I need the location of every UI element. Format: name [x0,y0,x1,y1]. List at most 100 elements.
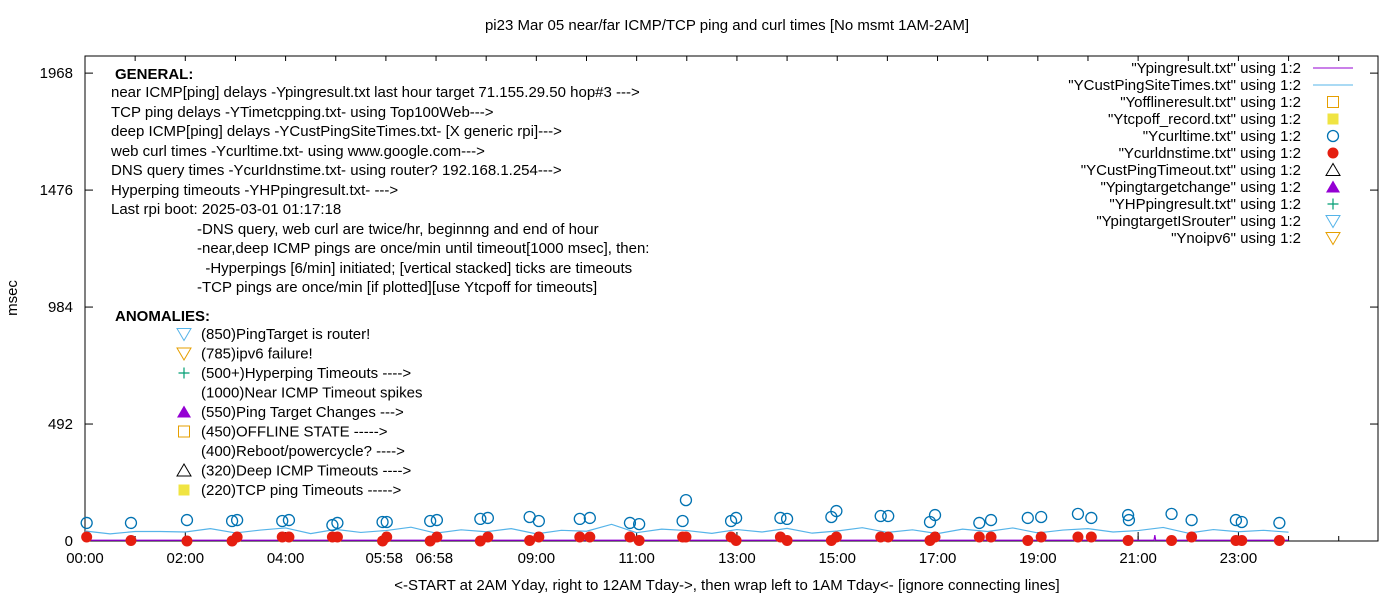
x-tick-label: 04:00 [267,550,305,567]
data-point [882,509,895,523]
data-point [474,512,487,526]
legend-open-triangle-icon [1325,162,1341,176]
data-point [984,513,998,527]
open-triangle-down-icon [176,347,192,361]
legend-label: "YHPpingresult.txt" using 1:2 [1109,196,1301,213]
anomaly-label: (850)PingTarget is router! [201,326,370,343]
data-point [181,535,193,547]
open-square-icon [178,425,190,438]
y-tick-label: 1968 [40,65,73,82]
data-point [124,516,138,530]
x-tick-label: 23:00 [1220,550,1258,567]
legend-label: "YpingtargetISrouter" using 1:2 [1096,213,1301,230]
data-point [1273,535,1285,547]
series-layer [80,493,1289,547]
x-tick-label: 21:00 [1119,550,1157,567]
x-tick-label: 13:00 [718,550,756,567]
series-line [84,523,1289,535]
data-point [1085,511,1098,525]
data-point [973,531,985,543]
legend-plus-icon [1327,198,1339,210]
open-triangle-down-icon [176,328,192,342]
data-point [928,508,942,522]
anomaly-label: (550)Ping Target Changes ---> [201,404,404,421]
legend-label: "YCustPingSiteTimes.txt" using 1:2 [1068,77,1301,94]
legend-open-triangle-down-icon [1325,215,1341,229]
x-tick-label: 06:58 [416,550,454,567]
data-point [729,511,743,525]
data-point [1166,535,1178,547]
general-line: DNS query times -YcurIdnstime.txt- using… [111,162,562,179]
data-point [125,535,137,547]
data-point [424,514,437,528]
data-point [623,516,637,530]
general-line: deep ICMP[ping] delays -YCustPingSiteTim… [111,123,562,140]
legend-label: "Yofflineresult.txt" using 1:2 [1120,94,1301,111]
general-heading: GENERAL: [115,66,193,83]
data-point [230,513,244,527]
data-point [1022,535,1034,547]
anomaly-label: (220)TCP ping Timeouts -----> [201,482,401,499]
anomaly-label: (500+)Hyperping Timeouts ----> [201,365,411,382]
general-line: Last rpi boot: 2025-03-01 01:17:18 [111,201,341,218]
data-point [633,535,645,547]
data-point [331,516,344,530]
data-point [573,512,586,526]
x-tick-label: 05:58 [365,550,403,567]
data-point [973,516,986,530]
data-point [1085,531,1097,543]
axes: 0 492 984 1476 1968 00:00 02:00 04:00 05:58 06:58… [40,56,1378,567]
anomaly-label: (1000)Near ICMP Timeout spikes [201,385,422,402]
data-point [1165,507,1178,521]
general-note: -DNS query, web curl are twice/hr, begin… [197,221,599,238]
anomaly-label: (400)Reboot/powercycle? ----> [201,443,405,460]
plus-icon [178,367,190,379]
general-line: TCP ping delays -YTimetcpping.txt- using… [111,104,494,121]
y-tick-label: 984 [48,299,73,316]
data-point [1185,513,1198,527]
general-note: -TCP pings are once/min [if plotted][use… [197,279,597,296]
data-point [1122,535,1134,547]
data-point [583,511,596,525]
filled-square-icon [178,484,190,496]
data-point [676,514,689,528]
y-tick-label: 0 [65,533,73,550]
data-point [679,493,693,507]
anomalies-annotation: ANOMALIES: (850)PingTarget is router! (78… [115,308,422,499]
anomaly-label: (785)ipv6 failure! [201,346,313,363]
data-point [376,515,389,529]
data-point [1122,513,1136,527]
data-point [532,514,545,528]
legend: "Ypingresult.txt" using 1:2"YCustPingSit… [1068,60,1353,247]
legend-label: "Ycurltime.txt" using 1:2 [1143,128,1301,145]
chart-title: pi23 Mar 05 near/far ICMP/TCP ping and c… [485,17,969,34]
y-axis-label: msec [4,280,21,316]
data-point [830,531,842,543]
data-point [225,514,239,528]
data-point [1236,535,1248,547]
data-point [730,535,742,547]
anomalies-heading: ANOMALIES: [115,308,210,325]
data-point [1071,507,1085,521]
data-point [283,531,295,543]
data-point [874,509,887,523]
data-point [380,515,393,529]
x-axis-label: <-START at 2AM Yday, right to 12AM Tday-… [394,577,1059,594]
legend-filled-square-icon [1327,113,1339,125]
general-note: -near,deep ICMP pings are once/min until… [197,240,649,257]
data-point [1035,510,1048,524]
x-tick-label: 02:00 [167,550,205,567]
data-point [482,531,494,543]
x-tick-label: 19:00 [1019,550,1057,567]
data-point [985,531,997,543]
data-point [780,512,794,526]
legend-open-triangle-down-icon [1325,232,1341,246]
data-point [584,531,596,543]
data-point [282,513,296,527]
data-point [1229,513,1243,527]
general-annotation: GENERAL: near ICMP[ping] delays -Ypingre… [110,66,649,296]
legend-open-square-icon [1327,96,1339,108]
data-point [680,531,692,543]
data-point [1235,515,1248,529]
